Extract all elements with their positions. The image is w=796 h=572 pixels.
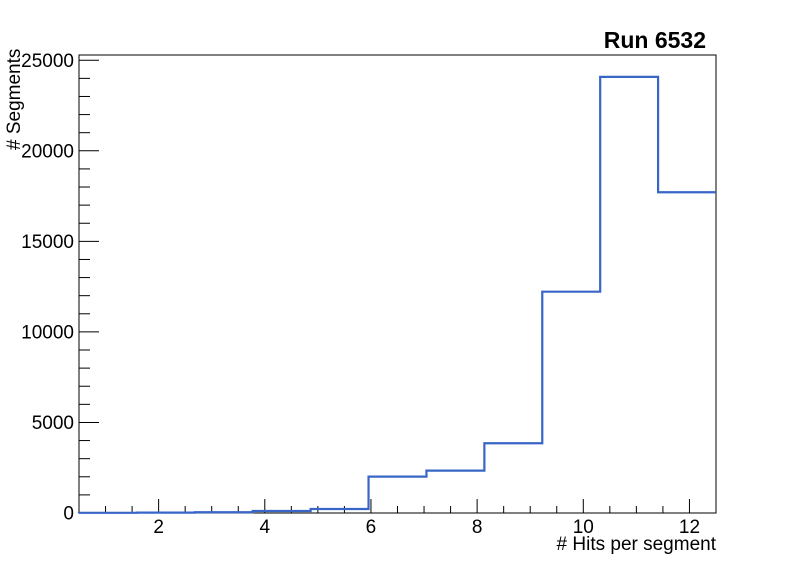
histogram-step-line [77,75,716,514]
x-tick-label: 12 [679,517,700,538]
y-tick-label: 5000 [32,413,74,434]
x-axis-title: # Hits per segment [557,534,717,555]
y-tick-label: 25000 [21,51,74,72]
x-tick-label: 8 [472,517,483,538]
axes-layer: 2 4 6 8 10 12 0 5000 10000 15000 20000 25000 [21,51,717,538]
y-tick-label: 15000 [21,232,74,253]
x-tick-label: 10 [573,517,594,538]
x-tick-label: 6 [366,517,377,538]
x-tick-label: 2 [153,517,164,538]
y-tick-label: 20000 [21,141,74,162]
y-tick-label: 10000 [21,322,74,343]
x-tick-label: 4 [260,517,271,538]
y-axis-title: # Segments [4,49,25,150]
chart-title: Run 6532 [604,27,706,53]
plot-frame [78,54,717,514]
y-tick-label: 0 [63,504,74,525]
